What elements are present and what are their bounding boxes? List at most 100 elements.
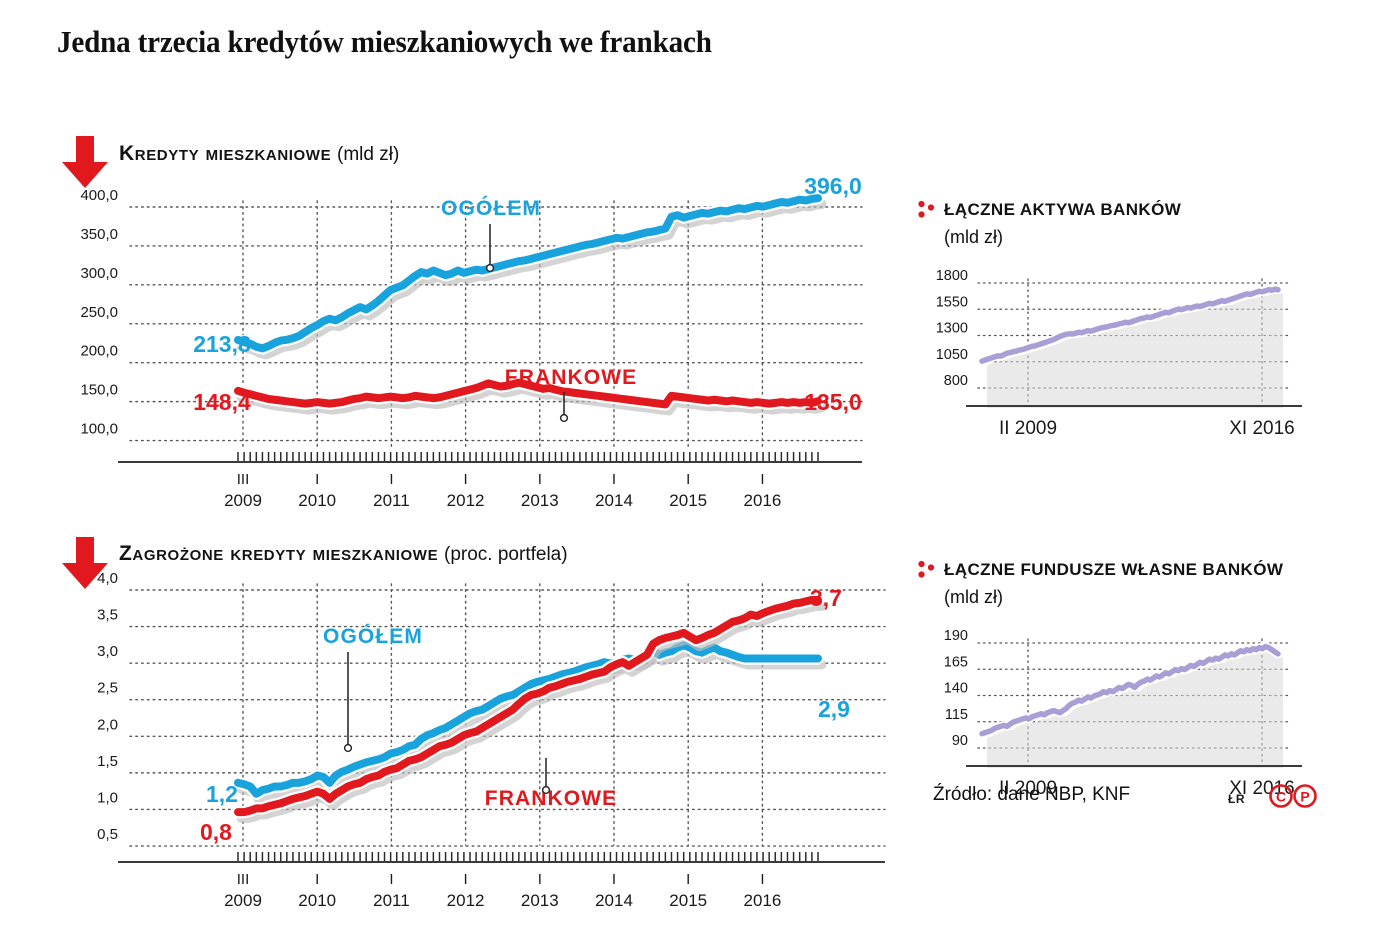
svg-text:2,0: 2,0 <box>97 716 118 733</box>
dots-icon <box>917 560 937 582</box>
svg-text:2012: 2012 <box>447 891 485 910</box>
svg-text:I: I <box>612 471 616 488</box>
chart-laczne-aktywa: 1800 1550 1300 1050 800 II 2009 XI 2016 <box>900 250 1330 439</box>
panel-title-funds-text: ŁĄCZNE FUNDUSZE WŁASNE BANKÓW <box>944 560 1284 579</box>
svg-text:800: 800 <box>944 373 968 389</box>
svg-text:200,0: 200,0 <box>80 343 118 360</box>
svg-text:400,0: 400,0 <box>80 187 118 204</box>
svg-text:I: I <box>612 871 616 888</box>
panel-title-loans-unit: (mld zł) <box>337 144 400 165</box>
svg-text:I: I <box>538 871 542 888</box>
svg-text:III: III <box>237 871 250 888</box>
svg-text:3,7: 3,7 <box>810 585 842 611</box>
svg-text:II 2009: II 2009 <box>999 778 1057 799</box>
svg-text:I: I <box>389 471 393 488</box>
panel-title-assets-text: ŁĄCZNE AKTYWA BANKÓW <box>944 200 1182 219</box>
svg-text:2012: 2012 <box>447 491 485 510</box>
svg-text:2016: 2016 <box>743 891 781 910</box>
svg-text:4,0: 4,0 <box>97 570 118 587</box>
svg-text:2013: 2013 <box>521 491 559 510</box>
page-title: Jedna trzecia kredytów mieszkaniowych we… <box>57 24 712 59</box>
panel-title-funds: ŁĄCZNE FUNDUSZE WŁASNE BANKÓW <box>944 560 1283 580</box>
svg-text:I: I <box>538 471 542 488</box>
panel-unit-assets: (mld zł) <box>944 227 1003 247</box>
svg-text:165: 165 <box>944 654 968 670</box>
svg-text:2,5: 2,5 <box>97 680 118 697</box>
svg-text:2013: 2013 <box>521 891 559 910</box>
svg-text:0,5: 0,5 <box>97 826 118 843</box>
svg-text:135,0: 135,0 <box>804 389 862 415</box>
svg-text:I: I <box>315 871 319 888</box>
svg-text:1050: 1050 <box>936 347 968 363</box>
panel-title-assets: ŁĄCZNE AKTYWA BANKÓW <box>944 200 1181 220</box>
svg-text:I: I <box>760 471 764 488</box>
svg-text:2009: 2009 <box>224 491 262 510</box>
svg-text:I: I <box>464 471 468 488</box>
svg-text:2009: 2009 <box>224 891 262 910</box>
svg-text:1800: 1800 <box>936 268 968 284</box>
svg-text:XI 2016: XI 2016 <box>1229 778 1295 799</box>
svg-text:P: P <box>1300 789 1309 805</box>
svg-text:2016: 2016 <box>743 491 781 510</box>
svg-text:148,4: 148,4 <box>193 389 251 415</box>
chart-laczne-fundusze: 190 165 140 115 90 II 2009 XI 2016 <box>900 610 1330 799</box>
panel-title-loans-text: Kredyty mieszkaniowe <box>119 142 332 165</box>
svg-text:C: C <box>1276 789 1286 805</box>
copyright-icon: C P <box>1268 784 1324 808</box>
svg-text:100,0: 100,0 <box>80 421 118 438</box>
dots-icon <box>917 200 937 222</box>
panel-title-npl: Zagrożone kredyty mieszkaniowe (proc. po… <box>119 542 568 566</box>
svg-text:2011: 2011 <box>373 491 410 510</box>
svg-text:2010: 2010 <box>298 491 336 510</box>
svg-text:III: III <box>237 471 250 488</box>
svg-text:0,8: 0,8 <box>200 819 232 845</box>
panel-title-npl-unit: (proc. portfela) <box>444 544 568 565</box>
svg-text:350,0: 350,0 <box>80 226 118 243</box>
svg-text:OGÓŁEM: OGÓŁEM <box>323 624 423 648</box>
svg-text:213,8: 213,8 <box>193 331 251 357</box>
svg-text:1300: 1300 <box>936 321 968 337</box>
svg-text:II 2009: II 2009 <box>999 418 1057 439</box>
svg-text:2011: 2011 <box>373 891 410 910</box>
panel-title-npl-text: Zagrożone kredyty mieszkaniowe <box>119 542 439 565</box>
svg-text:3,5: 3,5 <box>97 607 118 624</box>
svg-text:FRANKOWE: FRANKOWE <box>505 366 637 389</box>
svg-text:I: I <box>686 871 690 888</box>
panel-unit-funds: (mld zł) <box>944 587 1003 607</box>
svg-text:2015: 2015 <box>669 491 707 510</box>
svg-text:150,0: 150,0 <box>80 382 118 399</box>
svg-text:2,9: 2,9 <box>818 696 850 722</box>
svg-text:1550: 1550 <box>936 294 968 310</box>
svg-text:396,0: 396,0 <box>804 173 862 199</box>
svg-text:I: I <box>686 471 690 488</box>
svg-text:OGÓŁEM: OGÓŁEM <box>441 196 541 220</box>
svg-text:I: I <box>389 871 393 888</box>
svg-text:90: 90 <box>952 733 968 749</box>
svg-text:1,5: 1,5 <box>97 753 118 770</box>
svg-text:3,0: 3,0 <box>97 643 118 660</box>
svg-text:115: 115 <box>945 707 968 723</box>
svg-text:2015: 2015 <box>669 891 707 910</box>
svg-text:300,0: 300,0 <box>80 265 118 282</box>
arrow-down-icon <box>62 537 108 589</box>
chart-kredyty-mieszkaniowe: 400,0 350,0 300,0 250,0 200,0 150,0 100,0 III 20… <box>0 0 900 520</box>
arrow-down-icon <box>62 136 108 188</box>
author-credit: ŁR <box>1228 792 1245 806</box>
svg-text:I: I <box>760 871 764 888</box>
svg-text:FRANKOWE: FRANKOWE <box>485 787 617 810</box>
svg-text:I: I <box>315 471 319 488</box>
svg-text:1,0: 1,0 <box>97 789 118 806</box>
svg-text:2014: 2014 <box>595 491 633 510</box>
svg-text:140: 140 <box>944 681 968 697</box>
chart-zagrozone-kredyty: 4,0 3,5 3,0 2,5 2,0 1,5 1,0 0,5 III 2009 I 2010 I 201… <box>0 400 900 920</box>
svg-text:I: I <box>464 871 468 888</box>
svg-text:XI 2016: XI 2016 <box>1229 418 1295 439</box>
svg-text:2014: 2014 <box>595 891 633 910</box>
svg-text:2010: 2010 <box>298 891 336 910</box>
panel-title-loans: Kredyty mieszkaniowe (mld zł) <box>119 142 399 166</box>
source-note: Źródło: dane NBP, KNF <box>933 784 1131 805</box>
svg-text:190: 190 <box>944 628 968 644</box>
svg-text:1,2: 1,2 <box>206 781 238 807</box>
svg-text:250,0: 250,0 <box>80 304 118 321</box>
